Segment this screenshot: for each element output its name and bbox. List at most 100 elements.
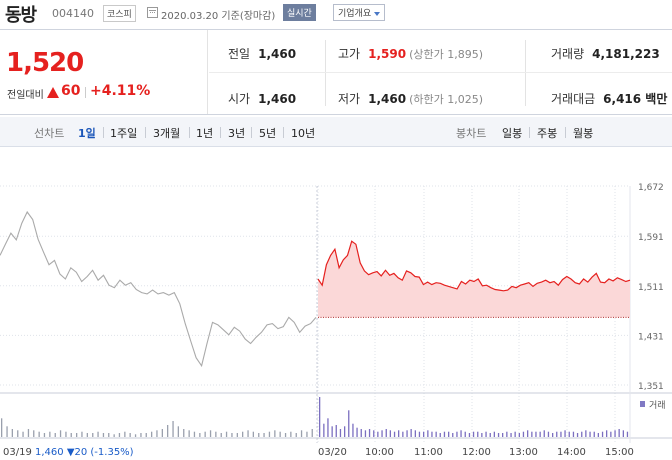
open-cell: 시가 1,460 <box>228 90 296 107</box>
volume-bar <box>129 433 131 437</box>
divider <box>251 127 252 138</box>
volume-bar <box>258 433 260 437</box>
volume-bar <box>268 431 271 437</box>
volume-bar <box>323 423 325 437</box>
divider <box>189 127 190 138</box>
volume-bar <box>220 433 222 437</box>
volume-bar <box>443 431 446 437</box>
volume-bar <box>231 433 233 437</box>
volume-bar <box>368 429 371 437</box>
volume-bar <box>11 429 13 437</box>
base-date: 2020.03.20 기준(장마감) <box>161 11 276 22</box>
upper-limit: (상한가 1,895) <box>409 48 483 61</box>
volume-bar <box>151 431 153 437</box>
market-badge: 코스피 <box>103 5 136 22</box>
divider <box>325 40 326 106</box>
realtime-button[interactable]: 실시간 <box>283 4 316 21</box>
volume-bar <box>204 431 206 437</box>
lower-limit: (하한가 1,025) <box>409 93 483 106</box>
volume-bar <box>1 418 3 437</box>
tab-10y[interactable]: 10년 <box>291 127 316 140</box>
volume-bar <box>364 430 367 437</box>
volume-bar <box>506 431 508 437</box>
volume-bar <box>497 433 500 437</box>
tab-1d[interactable]: 1일 <box>78 127 96 140</box>
volume-bar <box>86 433 88 437</box>
volume-bar <box>414 430 416 437</box>
volume-bar <box>398 430 400 437</box>
tab-monthly-candle[interactable]: 월봉 <box>573 127 594 140</box>
volume-value: 4,181,223 <box>592 47 660 61</box>
tab-weekly-candle[interactable]: 주봉 <box>537 127 558 140</box>
volume-bar <box>38 431 40 437</box>
x-tick-label: 03/20 <box>318 447 347 458</box>
low-label: 저가 <box>338 92 361 106</box>
volume-bar <box>59 430 62 437</box>
volume-bar <box>502 433 504 437</box>
volume-bar <box>22 431 24 437</box>
tab-1y[interactable]: 1년 <box>196 127 214 140</box>
up-arrow-icon <box>47 87 59 98</box>
volume-bar <box>427 430 429 437</box>
volume-bar <box>172 421 174 437</box>
price-summary: 1,520 전일대비 60 +4.11% 전일 1,460 고가 1,590 (상한가… <box>0 29 672 115</box>
calendar-icon <box>147 7 158 18</box>
y-tick-label: 1,431 <box>638 332 664 342</box>
volume-bar <box>263 433 265 437</box>
volume-bar <box>531 431 533 437</box>
volume-bar <box>439 433 441 437</box>
volume-bar <box>601 431 604 437</box>
low-cell: 저가 1,460 (하한가 1,025) <box>338 90 483 107</box>
volume-bar <box>97 431 99 437</box>
volume-bar <box>535 431 537 437</box>
volume-bar <box>452 433 454 437</box>
volume-cell: 거래량 4,181,223 <box>551 45 660 62</box>
volume-bar <box>564 430 566 437</box>
volume-bar <box>242 431 244 437</box>
volume-bar <box>108 433 110 437</box>
volume-bar <box>6 426 8 437</box>
volume-bar <box>377 431 379 437</box>
tab-5y[interactable]: 5년 <box>259 127 277 140</box>
volume-bar <box>514 431 516 437</box>
volume-bar <box>472 431 475 437</box>
stock-code: 004140 <box>52 7 94 20</box>
series-area-today <box>318 241 630 318</box>
prev-day-close: 1,460 <box>35 447 67 458</box>
divider <box>565 127 566 138</box>
tab-3y[interactable]: 3년 <box>228 127 246 140</box>
tab-daily-candle[interactable]: 일봉 <box>502 127 523 140</box>
divider <box>220 127 221 138</box>
volume-bar <box>306 431 308 437</box>
stock-name: 동방 <box>5 5 37 26</box>
tab-3m[interactable]: 3개월 <box>153 127 181 140</box>
volume-bar <box>560 431 562 437</box>
divider <box>209 72 672 73</box>
volume-bar <box>572 431 575 437</box>
volume-bar <box>547 431 550 437</box>
divider <box>85 87 86 98</box>
volume-bar <box>518 433 520 437</box>
volume-bar <box>300 430 303 437</box>
volume-bar <box>54 433 56 437</box>
tab-1w[interactable]: 1주일 <box>110 127 138 140</box>
volume-bar <box>618 429 620 437</box>
high-cell: 고가 1,590 (상한가 1,895) <box>338 45 483 62</box>
amount-value: 6,416 백만 <box>603 92 668 106</box>
volume-bar <box>348 410 350 437</box>
volume-bar <box>161 429 163 437</box>
change-label: 전일대비 <box>7 90 44 101</box>
volume-bar <box>17 430 19 437</box>
divider <box>145 127 146 138</box>
volume-bar <box>279 431 281 437</box>
prev-close-value: 1,460 <box>258 47 297 61</box>
volume-bar <box>381 430 383 437</box>
volume-bar <box>477 431 479 437</box>
divider <box>529 127 530 138</box>
volume-bar <box>331 426 333 437</box>
volume-bar <box>352 423 354 437</box>
volume-bar <box>510 433 512 437</box>
price-chart[interactable]: 1,672 1,591 1,511 1,431 1,351 거래 03/20 10:00 11:… <box>0 165 672 460</box>
volume-bar <box>43 433 46 437</box>
company-overview-button[interactable]: 기업개요 <box>333 4 386 21</box>
